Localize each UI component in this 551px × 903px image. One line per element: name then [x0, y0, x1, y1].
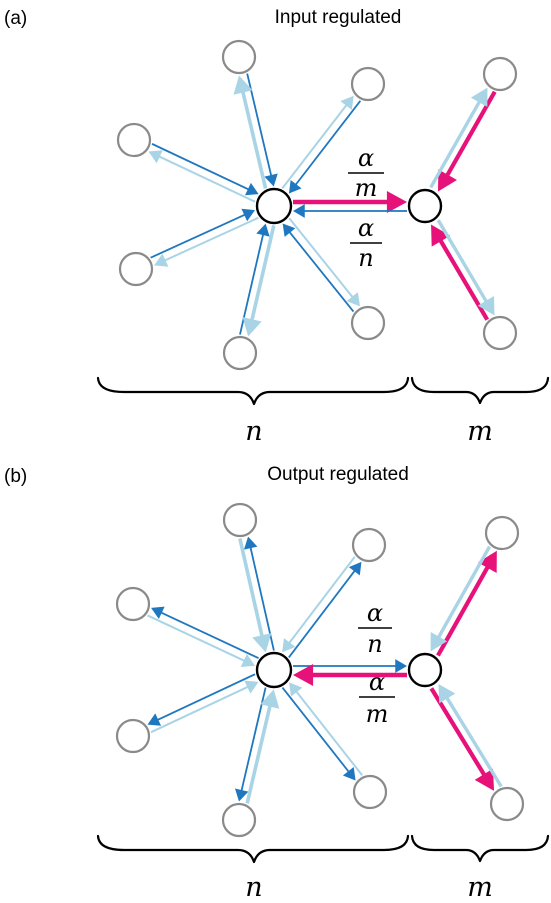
panel-b-left-arrow-5-weak: [245, 689, 280, 804]
panel-b-left-arrow-2-strong: [151, 606, 259, 659]
panel-a-left-arrow-4-strong: [282, 223, 355, 313]
panel-b-right-arrow-0-weak: [430, 545, 492, 652]
panel-b-bottom-fraction: α m: [359, 668, 395, 728]
panel-b-left-satellite-node: [115, 718, 151, 754]
panel-b-left-arrow-1-weak: [282, 556, 356, 653]
panel-b-right-arrow-1-strong: [429, 687, 495, 791]
panel-a-right-arrow-1-weak: [436, 219, 495, 316]
panel-a-right-hub-node: [407, 188, 443, 224]
panel-b-m-label: m: [467, 872, 493, 903]
panel-a-left-brace: [96, 376, 410, 406]
panel-b-right-satellite-node: [489, 786, 525, 822]
panel-a-left-satellite-node: [221, 39, 257, 75]
panel-a-left-arrow-4-weak: [288, 217, 361, 307]
panel-b-left-arrow-4-weak: [289, 682, 363, 776]
panel-b-left-arrow-1-strong: [288, 561, 362, 658]
panel-a-left-arrow-5-weak: [242, 225, 276, 337]
panel-b-bottom-fraction-numerator: α: [369, 668, 385, 696]
panel-b-left-brace: [96, 834, 410, 864]
panel-a-right-arrow-0-weak: [429, 87, 488, 189]
panel-b-top-fraction: α n: [358, 599, 392, 658]
panel-a-edges: [148, 73, 497, 337]
panel-a-right-brace: [410, 376, 550, 405]
panel-a-left-arrow-2-weak: [148, 150, 256, 203]
panel-a-top-fraction-numerator: α: [358, 144, 374, 172]
panel-b-top-fraction-numerator: α: [367, 599, 383, 627]
panel-a-top-fraction: α m: [348, 144, 384, 202]
panel-a-left-arrow-3-strong: [150, 208, 255, 259]
panel-a-top-fraction-denominator: m: [355, 174, 378, 202]
panel-a-title: Input regulated: [275, 7, 402, 28]
panel-a-nodes: [116, 39, 518, 371]
panel-b-edges: [147, 536, 503, 804]
panel-b-left-satellite-node: [221, 802, 257, 838]
panel-a-left-arrow-1-strong: [288, 100, 362, 194]
panel-a-left-arrow-1-weak: [281, 95, 354, 189]
panel-a: (a) Input regulated α m α n n m: [4, 7, 550, 447]
panel-b-center-arrow-magenta: [293, 663, 407, 687]
panel-a-label: (a): [4, 8, 27, 29]
panel-a-m-label: m: [467, 416, 493, 447]
panel-a-left-arrow-3-weak: [154, 216, 259, 267]
panel-b-left-arrow-0-strong: [243, 536, 275, 651]
panel-b-left-arrow-2-weak: [147, 614, 256, 668]
panel-a-left-satellite-node: [350, 305, 386, 341]
panel-a-bottom-fraction-numerator: α: [358, 214, 374, 242]
panel-b-label: (b): [4, 466, 27, 487]
panel-b-nodes: [115, 502, 525, 838]
panel-a-left-satellite-node: [350, 66, 386, 102]
panel-b-left-satellite-node: [351, 527, 387, 563]
panel-a-left-satellite-node: [222, 335, 258, 371]
panel-b: (b) Output regulated α n α m n m: [4, 464, 550, 903]
panel-a-center-arrow-magenta: [293, 190, 407, 214]
panel-b-left-satellite-node: [115, 586, 151, 622]
panel-b-left-arrow-3-strong: [147, 673, 256, 726]
panel-a-right-satellite-node: [482, 315, 518, 351]
panel-b-right-hub-node: [407, 652, 443, 688]
panel-a-left-arrow-0-strong: [246, 73, 278, 187]
panel-a-center-arrow-blue: [293, 204, 407, 218]
panel-b-right-arrow-0-strong: [436, 550, 497, 657]
panel-b-top-fraction-denominator: n: [367, 630, 382, 658]
panel-b-left-hub-node: [255, 651, 293, 689]
panel-a-right-satellite-node: [482, 56, 518, 92]
panel-b-right-brace: [410, 834, 550, 863]
panel-a-bottom-fraction-denominator: n: [358, 244, 373, 272]
panel-a-bottom-fraction: α n: [350, 214, 382, 272]
panel-a-left-arrow-0-weak: [233, 75, 268, 189]
panel-b-left-arrow-4-strong: [281, 686, 356, 781]
panel-b-bottom-fraction-denominator: m: [366, 700, 389, 728]
panel-b-left-satellite-node: [222, 502, 258, 538]
panel-a-n-label: n: [245, 416, 262, 447]
panel-b-n-label: n: [245, 872, 262, 903]
panel-b-right-arrow-1-weak: [438, 684, 503, 788]
panel-a-left-satellite-node: [116, 122, 152, 158]
panel-a-right-arrow-0-strong: [438, 90, 497, 192]
panel-a-left-arrow-2-strong: [151, 143, 259, 196]
panel-b-left-arrow-5-strong: [234, 687, 267, 802]
panel-b-left-satellite-node: [352, 774, 388, 810]
panel-a-left-satellite-node: [118, 251, 154, 287]
panel-b-title: Output regulated: [267, 464, 409, 485]
panel-b-left-arrow-0-weak: [238, 538, 272, 653]
panel-b-right-satellite-node: [484, 515, 520, 551]
panel-b-left-arrow-3-weak: [150, 680, 259, 734]
panel-a-left-hub-node: [255, 187, 293, 225]
